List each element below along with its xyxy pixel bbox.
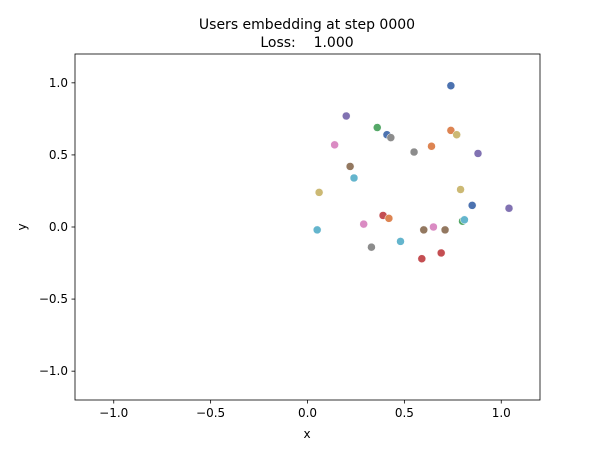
scatter-point	[417, 254, 427, 263]
y-tick-label: −1.0	[39, 364, 68, 378]
y-axis-label: y	[15, 223, 29, 230]
scatter-point	[386, 133, 396, 142]
scatter-point	[359, 219, 368, 229]
scatter-point	[330, 140, 339, 150]
chart-subtitle: Loss: 1.000	[260, 35, 353, 51]
y-tick-label: 1.0	[49, 76, 68, 90]
scatter-point	[345, 162, 355, 171]
scatter-point	[460, 215, 469, 225]
y-tick-label: −0.5	[39, 292, 68, 306]
scatter-point	[312, 225, 322, 235]
x-tick-label: 0.5	[395, 406, 414, 420]
plot-area	[74, 53, 541, 401]
scatter-point	[429, 222, 438, 232]
scatter-point	[409, 147, 419, 157]
scatter-point	[456, 185, 465, 194]
scatter-point	[446, 81, 456, 90]
x-tick-label: 1.0	[492, 406, 511, 420]
x-axis: −1.0 −0.5 0.0 0.5 1.0	[99, 400, 511, 420]
scatter-point	[504, 204, 514, 213]
scatter-point	[367, 242, 376, 252]
chart-title: Users embedding at step 0000	[199, 17, 415, 33]
scatter-points	[312, 81, 514, 263]
scatter-point	[467, 201, 477, 210]
scatter-point	[373, 123, 382, 132]
scatter-point	[446, 126, 456, 135]
x-axis-label: x	[303, 427, 310, 441]
scatter-point	[427, 142, 436, 151]
y-axis: −1.0 −0.5 0.0 0.5 1.0	[39, 76, 75, 378]
x-tick-label: −1.0	[99, 406, 128, 420]
scatter-point	[436, 248, 446, 258]
scatter-point	[396, 237, 405, 246]
y-tick-label: 0.0	[49, 220, 68, 234]
x-tick-label: −0.5	[196, 406, 225, 420]
x-tick-label: 0.0	[298, 406, 317, 420]
scatter-point	[419, 225, 428, 235]
scatter-point	[473, 149, 483, 158]
scatter-point	[440, 225, 450, 235]
scatter-point	[314, 188, 324, 197]
scatter-point	[452, 130, 461, 139]
y-tick-label: 0.5	[49, 148, 68, 162]
scatter-point	[384, 214, 394, 223]
scatter-point	[342, 111, 351, 121]
scatter-point	[349, 173, 359, 183]
